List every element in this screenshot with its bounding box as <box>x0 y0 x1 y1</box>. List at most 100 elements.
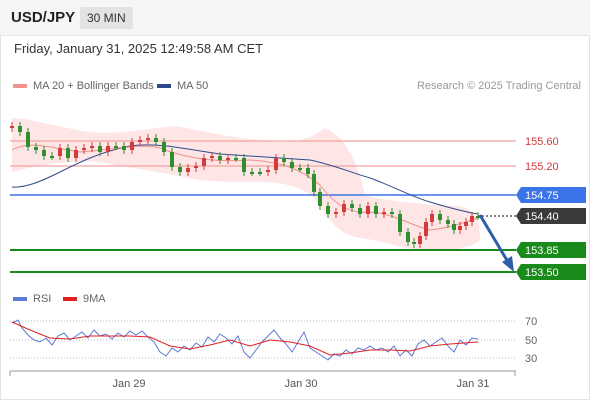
candle-body <box>122 146 126 150</box>
candle-body <box>424 222 428 236</box>
candle-body <box>464 222 468 226</box>
candle-body <box>366 206 370 214</box>
rsi-tick-30: 30 <box>525 353 537 365</box>
candle-body <box>34 147 38 150</box>
candle-body <box>194 166 198 168</box>
candle-body <box>226 158 230 160</box>
candle-body <box>138 140 142 142</box>
candle-body <box>470 216 474 222</box>
candle-body <box>326 206 330 214</box>
candle-body <box>298 168 302 170</box>
candle-body <box>26 132 30 147</box>
candle-body <box>234 158 238 160</box>
candle-body <box>178 167 182 172</box>
candle-body <box>446 220 450 224</box>
ma20-line <box>11 144 479 231</box>
candle-body <box>406 232 410 242</box>
candle-body <box>258 172 262 174</box>
candle-body <box>250 172 254 174</box>
chart-header: USD/JPY 30 MIN <box>0 0 590 36</box>
candle-body <box>306 168 310 174</box>
tag-155-20-text: 155.20 <box>525 161 559 173</box>
projection-arrowhead <box>502 256 514 272</box>
legend-ma20: MA 20 + Bollinger Bands <box>13 80 154 92</box>
candle-body <box>42 150 46 156</box>
candle-body <box>438 214 442 220</box>
candle-body <box>90 146 94 148</box>
rsi-tick-70: 70 <box>525 316 537 328</box>
candle-body <box>162 142 166 152</box>
candle-body <box>430 214 434 222</box>
rsi-line <box>11 319 479 361</box>
candle-body <box>282 158 286 162</box>
tag-153-85-text: 153.85 <box>525 245 559 257</box>
tag-155-20: 155.20 <box>525 161 559 173</box>
x-label-jan30: Jan 30 <box>284 378 317 390</box>
x-label-jan29: Jan 29 <box>112 378 145 390</box>
candle-body <box>106 146 110 152</box>
tag-153-50-text: 153.50 <box>525 267 559 279</box>
candle-body <box>218 156 222 160</box>
candle-body <box>82 148 86 150</box>
bollinger-band <box>12 118 480 251</box>
legend-rsi: RSI <box>13 293 51 305</box>
timeframe-button[interactable]: 30 MIN <box>80 7 133 29</box>
ma9-swatch <box>63 297 77 301</box>
candle-body <box>242 158 246 172</box>
candle-body <box>18 126 22 132</box>
candle-body <box>398 214 402 232</box>
candle-body <box>418 236 422 244</box>
candle-body <box>130 142 134 150</box>
candle-body <box>98 146 102 152</box>
ma50-swatch <box>157 84 171 88</box>
candle-body <box>342 204 346 212</box>
candle-body <box>58 148 62 156</box>
tag-153-50: 153.50 <box>516 264 586 280</box>
legend-ma50: MA 50 <box>157 80 208 92</box>
rsi-9ma-line <box>11 321 479 356</box>
rsi-swatch <box>13 297 27 301</box>
ma9-label: 9MA <box>83 293 106 305</box>
projection-arrow <box>478 214 510 263</box>
candle-body <box>350 204 354 208</box>
candle-body <box>114 146 118 148</box>
ma20-label: MA 20 + Bollinger Bands <box>33 80 154 92</box>
tag-154-75: 154.75 <box>516 187 586 203</box>
ma50-label: MA 50 <box>177 80 209 92</box>
candle-body <box>318 192 322 206</box>
legend-9ma: 9MA <box>63 293 106 305</box>
ma50-line <box>11 144 479 215</box>
tag-155-60-text: 155.60 <box>525 136 559 148</box>
candlestick-series <box>10 122 480 248</box>
symbol-title: USD/JPY <box>11 9 76 26</box>
tag-153-85: 153.85 <box>516 242 586 258</box>
tag-154-40-text: 154.40 <box>525 211 559 223</box>
tag-154-75-text: 154.75 <box>525 190 559 202</box>
ma20-swatch <box>13 84 27 88</box>
candle-body <box>274 158 278 170</box>
candle-body <box>146 138 150 140</box>
candle-body <box>74 150 78 158</box>
candle-body <box>266 170 270 172</box>
candle-body <box>476 216 480 218</box>
candle-body <box>186 168 190 172</box>
candle-body <box>312 174 316 192</box>
candle-body <box>358 208 362 214</box>
candle-body <box>390 212 394 214</box>
tag-154-40: 154.40 <box>516 208 586 224</box>
candle-body <box>66 148 70 158</box>
tag-155-60: 155.60 <box>525 136 559 148</box>
candle-body <box>202 158 206 166</box>
x-label-jan31: Jan 31 <box>456 378 489 390</box>
candle-body <box>334 212 338 214</box>
candle-body <box>412 242 416 244</box>
rsi-label: RSI <box>33 293 52 305</box>
credit-text: Research © 2025 Trading Central <box>416 80 581 92</box>
candle-body <box>452 224 456 230</box>
candle-body <box>458 226 462 230</box>
candle-body <box>10 126 14 128</box>
chart-datetime: Friday, January 31, 2025 12:49:58 AM CET <box>14 41 264 56</box>
candle-body <box>50 156 54 158</box>
candle-body <box>210 156 214 158</box>
